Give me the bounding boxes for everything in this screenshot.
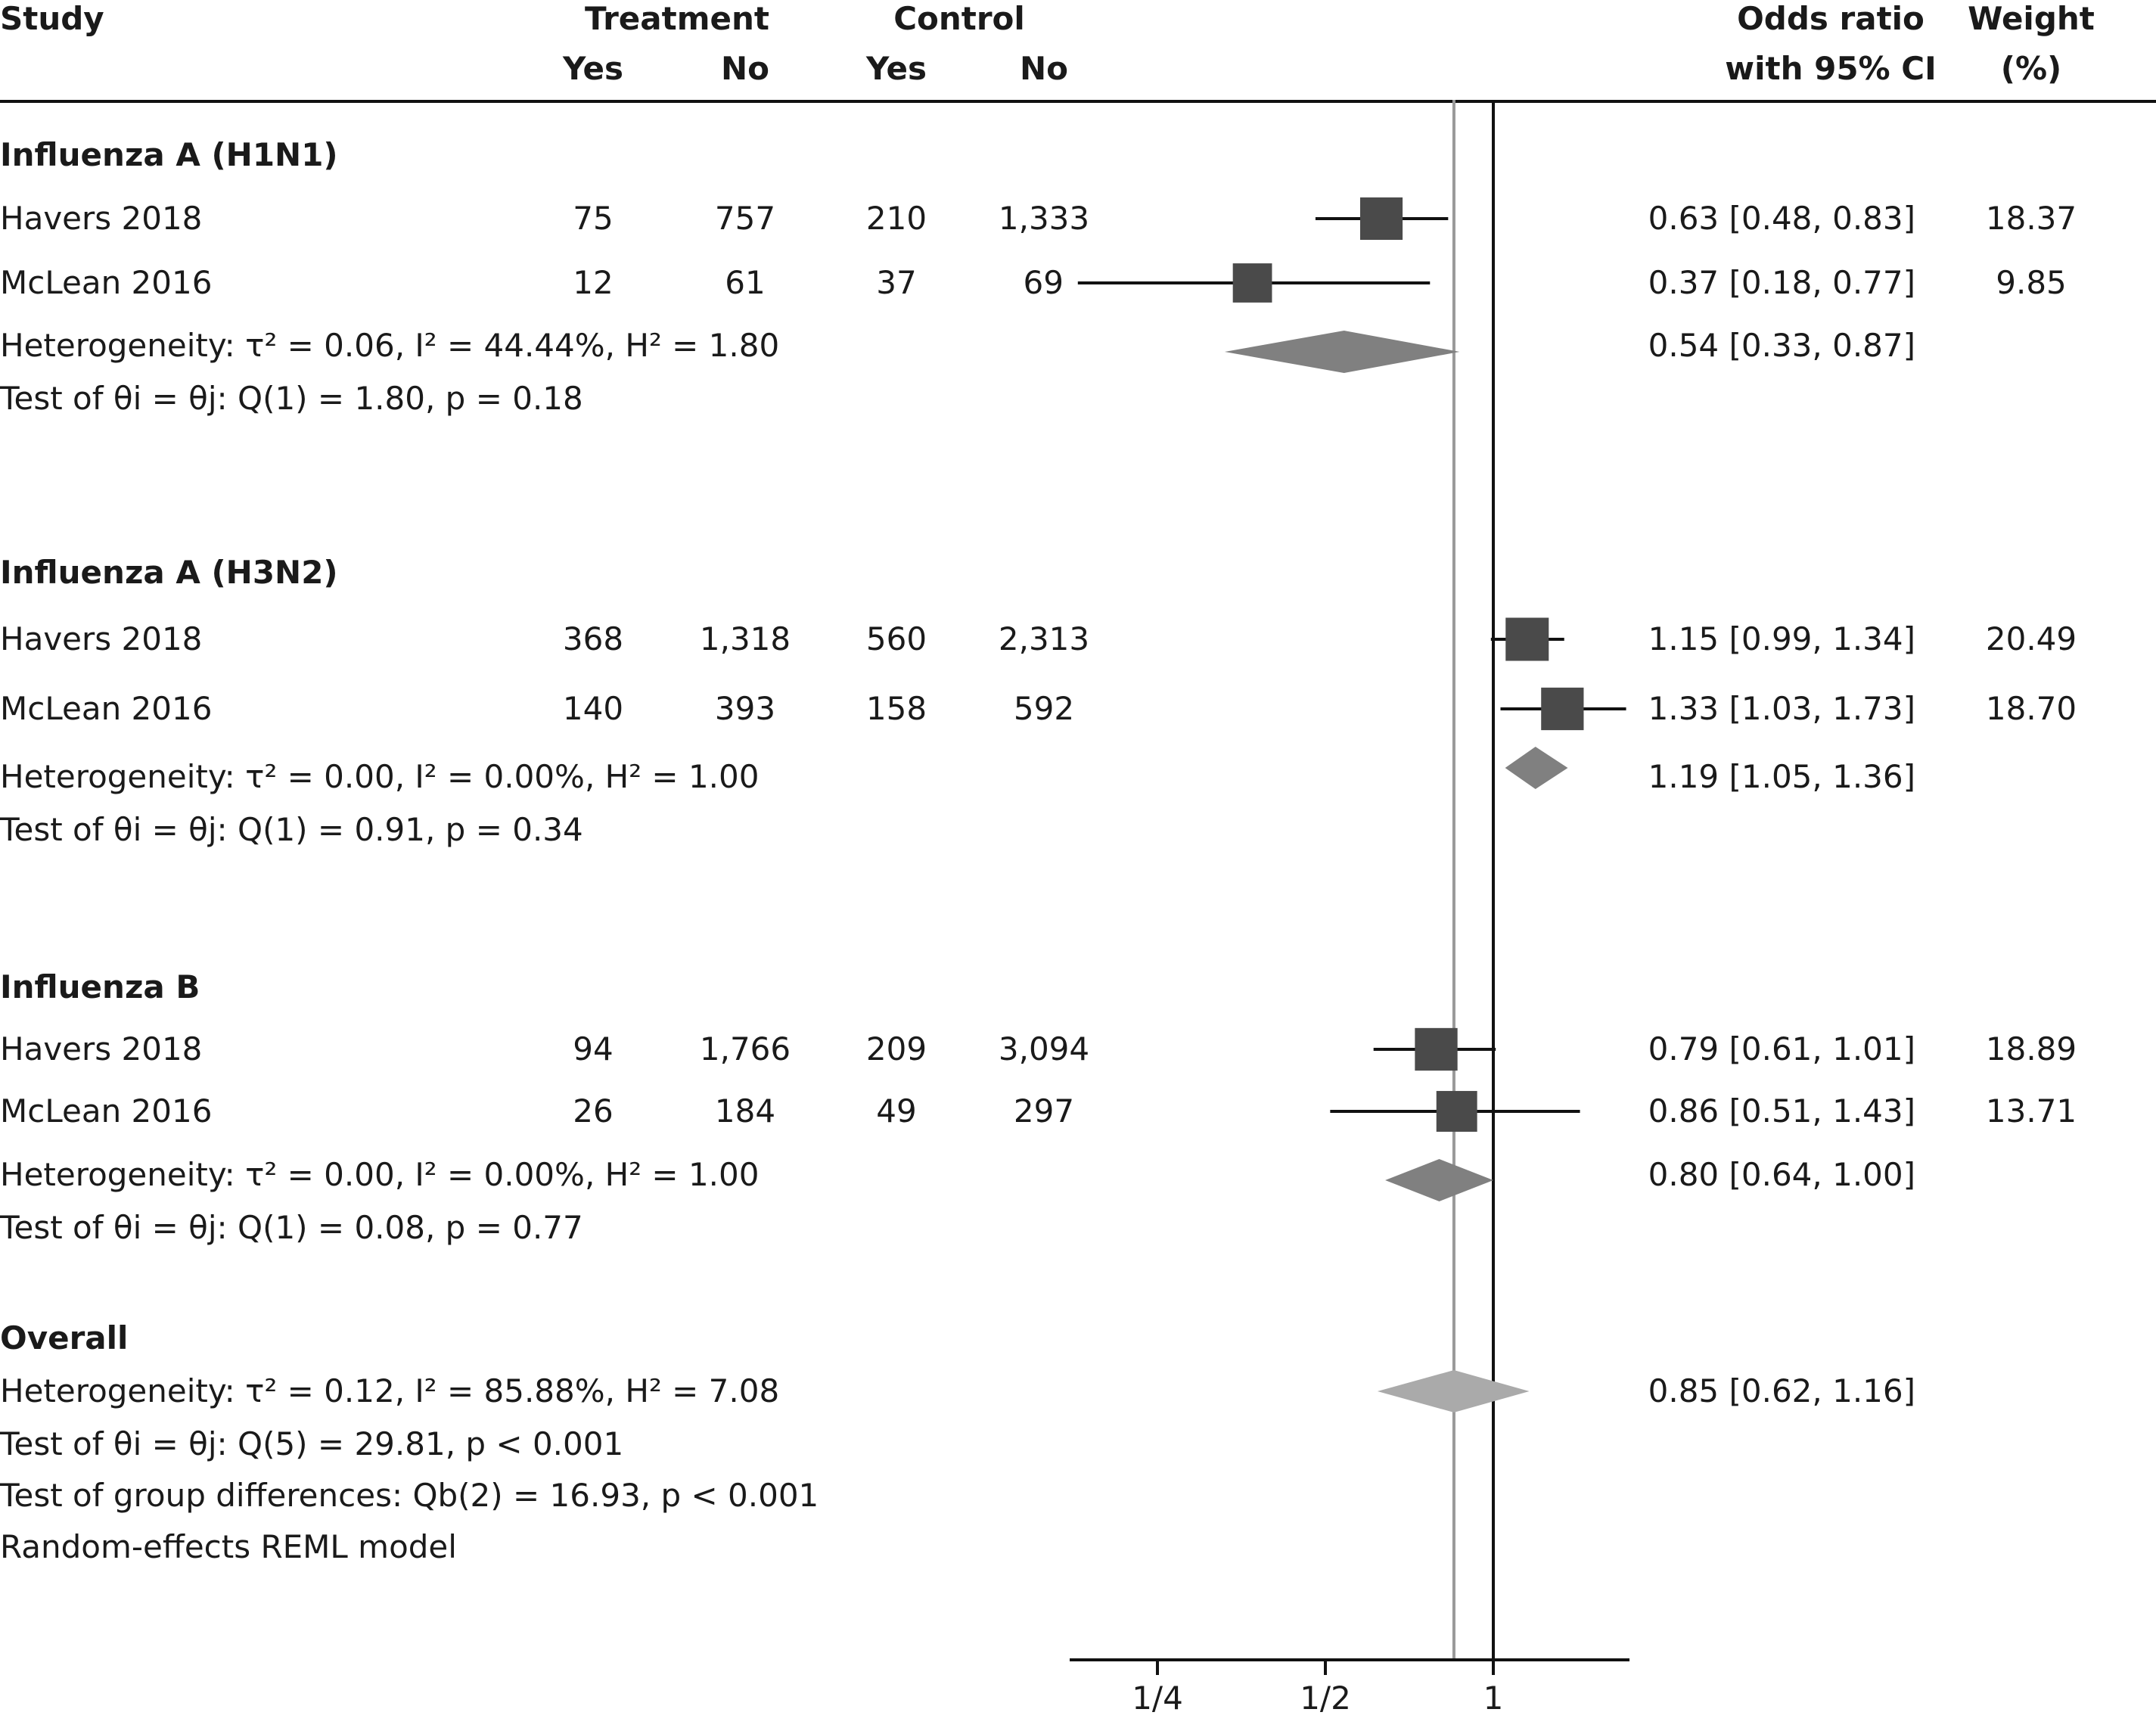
control-no-cell: 2,313 bbox=[998, 620, 1090, 657]
group-title: Influenza B bbox=[0, 968, 200, 1005]
header-ci: with 95% CI bbox=[1725, 50, 1937, 87]
control-no-cell: 592 bbox=[1013, 690, 1075, 727]
heterogeneity-text: Heterogeneity: τ² = 0.06, I² = 44.44%, H… bbox=[0, 327, 780, 364]
pooled-or-ci: 1.19 [1.05, 1.36] bbox=[1648, 758, 1915, 795]
or-ci-cell: 0.63 [0.48, 0.83] bbox=[1648, 200, 1915, 237]
control-yes-cell: 210 bbox=[865, 200, 927, 237]
weight-cell: 18.37 bbox=[1985, 200, 2077, 237]
control-no-cell: 69 bbox=[1023, 264, 1064, 301]
weight-cell: 18.89 bbox=[1985, 1030, 2077, 1067]
header-weight-unit: (%) bbox=[2000, 50, 2062, 87]
study-name: Havers 2018 bbox=[0, 200, 203, 237]
study-name: McLean 2016 bbox=[0, 264, 213, 301]
study-marker-square bbox=[1232, 263, 1272, 303]
header-control-no: No bbox=[1019, 50, 1069, 87]
homogeneity-test-text: Test of θi = θj: Q(5) = 29.81, p < 0.001 bbox=[0, 1425, 624, 1462]
homogeneity-test-text: Test of θi = θj: Q(1) = 0.91, p = 0.34 bbox=[0, 811, 583, 848]
treatment-yes-cell: 75 bbox=[573, 200, 614, 237]
header-control: Control bbox=[893, 0, 1025, 37]
or-ci-cell: 0.86 [0.51, 1.43] bbox=[1648, 1092, 1915, 1130]
heterogeneity-text: Heterogeneity: τ² = 0.00, I² = 0.00%, H²… bbox=[0, 1156, 760, 1193]
overall-diamond bbox=[1377, 1370, 1530, 1412]
header-control-yes: Yes bbox=[865, 50, 927, 87]
group-differences-text: Test of group differences: Qb(2) = 16.93… bbox=[0, 1477, 819, 1514]
header-treatment-yes: Yes bbox=[562, 50, 624, 87]
control-yes-cell: 158 bbox=[865, 690, 927, 727]
treatment-no-cell: 757 bbox=[714, 200, 776, 237]
overall-title: Overall bbox=[0, 1319, 129, 1356]
control-no-cell: 3,094 bbox=[998, 1030, 1090, 1067]
treatment-yes-cell: 94 bbox=[573, 1030, 614, 1067]
pooled-or-ci: 0.54 [0.33, 0.87] bbox=[1648, 327, 1915, 364]
control-no-cell: 1,333 bbox=[998, 200, 1090, 237]
or-ci-cell: 1.15 [0.99, 1.34] bbox=[1648, 620, 1915, 657]
treatment-no-cell: 1,766 bbox=[699, 1030, 791, 1067]
subgroup-diamond bbox=[1505, 747, 1568, 789]
treatment-yes-cell: 12 bbox=[573, 264, 614, 301]
weight-cell: 9.85 bbox=[1996, 264, 2067, 301]
homogeneity-test-text: Test of θi = θj: Q(1) = 1.80, p = 0.18 bbox=[0, 380, 583, 417]
or-ci-cell: 1.33 [1.03, 1.73] bbox=[1648, 690, 1915, 727]
treatment-yes-cell: 140 bbox=[562, 690, 624, 727]
group-title: Influenza A (H1N1) bbox=[0, 136, 338, 173]
weight-cell: 18.70 bbox=[1985, 690, 2077, 727]
study-name: Havers 2018 bbox=[0, 1030, 203, 1067]
control-yes-cell: 37 bbox=[876, 264, 917, 301]
header-treatment: Treatment bbox=[585, 0, 769, 37]
header-weight: Weight bbox=[1968, 0, 2095, 37]
pooled-or-ci: 0.80 [0.64, 1.00] bbox=[1648, 1156, 1915, 1193]
weight-cell: 20.49 bbox=[1985, 620, 2077, 657]
study-name: McLean 2016 bbox=[0, 690, 213, 727]
subgroup-diamond bbox=[1224, 331, 1460, 373]
study-name: Havers 2018 bbox=[0, 620, 203, 657]
treatment-yes-cell: 368 bbox=[562, 620, 624, 657]
group-title: Influenza A (H3N2) bbox=[0, 554, 338, 591]
control-yes-cell: 209 bbox=[865, 1030, 927, 1067]
study-marker-square bbox=[1359, 197, 1403, 241]
or-ci-cell: 0.37 [0.18, 0.77] bbox=[1648, 264, 1915, 301]
axis-tick-label: 1/4 bbox=[1132, 1680, 1183, 1717]
treatment-no-cell: 184 bbox=[714, 1092, 776, 1130]
homogeneity-test-text: Test of θi = θj: Q(1) = 0.08, p = 0.77 bbox=[0, 1209, 583, 1246]
study-marker-square bbox=[1436, 1091, 1477, 1132]
header-treatment-no: No bbox=[720, 50, 770, 87]
or-ci-cell: 0.79 [0.61, 1.01] bbox=[1648, 1030, 1915, 1067]
model-text: Random-effects REML model bbox=[0, 1528, 457, 1565]
heterogeneity-text: Heterogeneity: τ² = 0.00, I² = 0.00%, H²… bbox=[0, 758, 760, 795]
study-name: McLean 2016 bbox=[0, 1092, 213, 1130]
treatment-no-cell: 1,318 bbox=[699, 620, 791, 657]
axis-tick-label: 1/2 bbox=[1300, 1680, 1351, 1717]
study-marker-square bbox=[1541, 687, 1584, 731]
control-no-cell: 297 bbox=[1013, 1092, 1075, 1130]
pooled-or-ci: 0.85 [0.62, 1.16] bbox=[1648, 1372, 1915, 1409]
treatment-no-cell: 393 bbox=[714, 690, 776, 727]
axis-tick-label: 1 bbox=[1483, 1680, 1504, 1717]
header-odds-ratio: Odds ratio bbox=[1737, 0, 1925, 37]
study-marker-square bbox=[1505, 617, 1549, 661]
header-study: Study bbox=[0, 0, 104, 37]
header-rule bbox=[0, 100, 2156, 103]
control-yes-cell: 49 bbox=[876, 1092, 917, 1130]
control-yes-cell: 560 bbox=[865, 620, 927, 657]
treatment-no-cell: 61 bbox=[725, 264, 766, 301]
study-marker-square bbox=[1415, 1027, 1458, 1071]
weight-cell: 13.71 bbox=[1985, 1092, 2077, 1130]
treatment-yes-cell: 26 bbox=[573, 1092, 614, 1130]
subgroup-diamond bbox=[1385, 1159, 1493, 1201]
heterogeneity-text: Heterogeneity: τ² = 0.12, I² = 85.88%, H… bbox=[0, 1372, 780, 1409]
